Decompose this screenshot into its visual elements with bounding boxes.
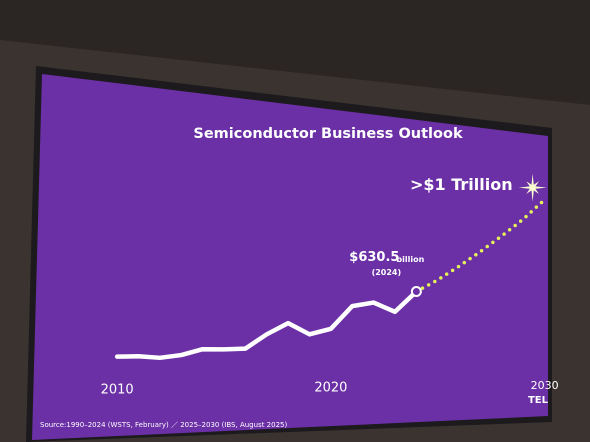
point-marker [410, 286, 422, 298]
annotation: (2024) [372, 268, 402, 277]
value-label: >$1 Trillion [410, 175, 513, 194]
slide [32, 74, 548, 440]
x-tick-label: 2020 [314, 381, 347, 396]
chart-title: Semiconductor Business Outlook [193, 126, 463, 142]
x-tick-label: 2010 [101, 383, 134, 398]
star-marker [518, 173, 547, 202]
source-note: Source:1990–2024 (WSTS, February) ／ 2025… [40, 421, 287, 429]
x-tick-label: 2030 [531, 379, 559, 392]
annotation: billion [396, 255, 424, 264]
logo: TEL [528, 395, 549, 406]
outlook-line [414, 197, 547, 294]
actual-line [114, 289, 419, 361]
value-label: $630.5 [349, 250, 399, 265]
